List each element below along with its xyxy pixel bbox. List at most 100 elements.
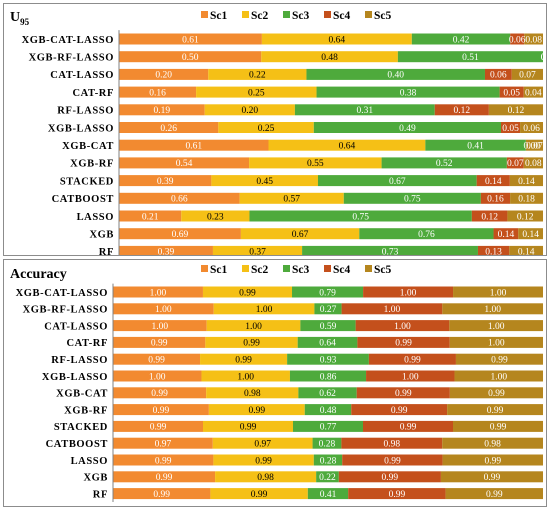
bar-segment-sc3 (293, 420, 363, 432)
data-label: 0.14 (485, 177, 502, 187)
data-label: 0.59 (320, 322, 337, 332)
data-label: 0.48 (321, 53, 338, 63)
bar-segment-sc4 (510, 33, 525, 45)
data-label: 0.62 (319, 389, 336, 399)
bar-segment-sc1 (113, 286, 203, 298)
bar-segment-sc5 (510, 192, 543, 204)
category-label: XGB-RF (70, 159, 114, 170)
category-label: XGB-CAT (56, 389, 108, 400)
bar-segment-sc4 (506, 157, 524, 169)
data-label: 0.98 (484, 440, 501, 450)
legend-swatch-sc2 (242, 265, 249, 272)
bar-segment-sc1 (119, 68, 209, 80)
bar-segment-sc3 (249, 210, 472, 222)
bar-segment-sc5 (442, 454, 543, 466)
bar-segment-sc2 (201, 370, 290, 382)
data-label: 0.99 (391, 406, 408, 416)
bar-segment-sc3 (411, 33, 511, 45)
data-label: 1.00 (237, 372, 254, 382)
bar-segment-sc2 (261, 51, 398, 63)
data-label: 0.14 (518, 177, 535, 187)
data-label: 0.25 (248, 88, 265, 98)
bar-segment-sc4 (476, 175, 510, 187)
bar-segment-sc1 (119, 122, 219, 133)
legend-swatch-sc2 (242, 11, 249, 18)
category-label: STACKED (60, 176, 114, 187)
bar-segment-sc5 (454, 370, 543, 382)
bar-segment-sc5 (507, 210, 543, 222)
bar-segment-sc2 (213, 303, 315, 315)
bar-segment-sc4 (493, 228, 519, 240)
data-label: 0.61 (182, 35, 199, 45)
data-label: 1.00 (490, 372, 507, 382)
data-label: 0.99 (153, 490, 170, 500)
data-label: 0.00 (524, 142, 541, 152)
category-label: CAT-LASSO (50, 70, 114, 81)
bar-segment-sc1 (113, 320, 207, 332)
bar-segment-sc5 (449, 387, 543, 399)
category-label: XGB-RF-LASSO (29, 53, 114, 64)
data-label: 0.69 (172, 230, 189, 240)
legend-swatch-sc3 (283, 11, 290, 18)
bar-segment-sc1 (119, 51, 262, 63)
bar-segment-sc2 (213, 454, 314, 466)
bar-segment-sc5 (488, 104, 543, 116)
data-label: 0.99 (404, 356, 421, 366)
bar-segment-sc3 (294, 104, 435, 116)
bar-segment-sc1 (119, 139, 269, 151)
bar-segment-sc3 (316, 86, 500, 98)
data-label: 0.66 (171, 195, 188, 205)
bar-segment-sc4 (355, 320, 450, 332)
bar-segment-sc5 (449, 320, 543, 332)
data-label: 0.64 (329, 35, 346, 45)
data-label: 0.23 (207, 212, 224, 222)
data-label: 0.41 (467, 142, 484, 152)
data-label: 0.98 (244, 389, 261, 399)
data-label: 0.99 (491, 356, 508, 366)
bar-segment-sc1 (113, 336, 206, 348)
data-label: 0.06 (490, 71, 507, 81)
bar-segment-sc3 (359, 228, 494, 240)
bar-segment-sc4 (471, 210, 508, 222)
bar-segment-sc4 (341, 437, 443, 449)
bar-segment-sc5 (449, 336, 543, 348)
legend-label-sc2: Sc2 (251, 10, 269, 22)
data-label: 0.99 (151, 339, 168, 349)
bar-segment-sc5 (523, 86, 543, 98)
bar-segment-sc3 (381, 157, 507, 169)
bar-segment-sc4 (363, 420, 453, 432)
bar-segment-sc3 (304, 404, 352, 416)
category-label: CAT-RF (72, 88, 114, 99)
bar-segment-sc4 (357, 336, 450, 348)
data-label: 0.12 (453, 106, 470, 116)
data-label: 1.00 (152, 322, 169, 332)
bar-segment-sc1 (119, 175, 212, 187)
bar-segment-sc4 (356, 387, 450, 399)
bar-segment-sc4 (341, 303, 443, 315)
bar-segment-sc4 (480, 192, 511, 204)
data-label: 0.05 (503, 88, 520, 98)
data-label: 0.99 (240, 423, 257, 433)
bar-segment-sc2 (208, 68, 307, 80)
bar-segment-sc3 (314, 303, 342, 315)
data-label: 0.98 (383, 440, 400, 450)
bar-segment-sc2 (210, 488, 308, 500)
data-label: 0.99 (151, 389, 168, 399)
legend-label-sc1: Sc1 (210, 264, 228, 276)
data-label: 1.00 (400, 288, 417, 298)
category-label: XGB-CAT-LASSO (22, 35, 114, 46)
data-label: 0.39 (158, 248, 175, 255)
bar-segment-sc2 (212, 437, 313, 449)
category-label: XGB (83, 473, 108, 484)
bar-segment-sc4 (342, 454, 443, 466)
data-label: 0.00 (541, 53, 546, 63)
bar-segment-sc4 (500, 122, 521, 133)
legend-swatch-sc5 (365, 11, 372, 18)
data-label: 1.00 (384, 305, 401, 315)
bar-segment-sc3 (313, 122, 501, 133)
bar-segment-sc5 (509, 245, 543, 255)
bar-segment-sc3 (312, 437, 342, 449)
data-label: 1.00 (256, 305, 273, 315)
data-label: 0.99 (487, 406, 504, 416)
bar-segment-sc4 (348, 488, 446, 500)
